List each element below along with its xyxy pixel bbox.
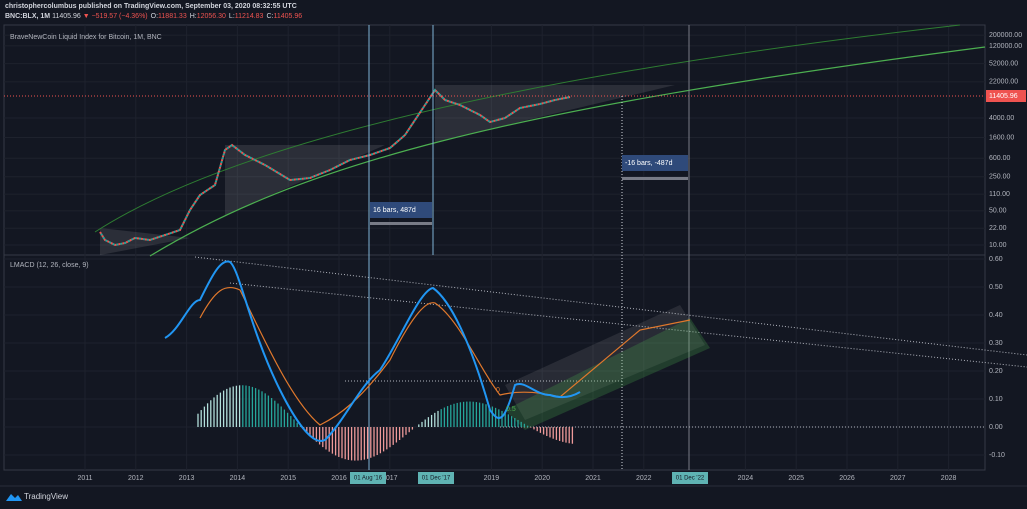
time-marker-box [418, 472, 454, 484]
price-axis-label: 110.00 [989, 191, 1010, 198]
fib-label: 0 [496, 387, 500, 394]
triangle-pattern [100, 228, 190, 255]
macd-axis-label: 0.60 [989, 256, 1003, 263]
change: ▼ −519.57 (−4.36%) [83, 13, 148, 20]
ohlc-label: C: [266, 13, 273, 20]
price-axis-label: 200000.00 [989, 32, 1022, 39]
price-candles [99, 88, 571, 247]
price-axis-label: 22.00 [989, 225, 1007, 232]
last-price-tag [986, 90, 1026, 102]
time-axis-label: 2021 [585, 475, 601, 482]
brand: TradingView [24, 492, 68, 501]
time-axis-label: 2027 [890, 475, 906, 482]
time-marker-box [672, 472, 708, 484]
last: 11405.96 [52, 13, 81, 20]
time-axis-label: 2016 [331, 475, 347, 482]
range-bar [622, 177, 688, 180]
macd-axis-label: 0.00 [989, 424, 1003, 431]
time-axis-label: 2017 [382, 475, 398, 482]
price-axis-label: 50.00 [989, 208, 1007, 215]
last-price-label: 11405.96 [989, 93, 1018, 100]
logo [6, 494, 22, 501]
ohlc-value: 12056.30 [197, 13, 226, 20]
ohlc-value: 11405.96 [273, 13, 302, 20]
annotation-box [622, 155, 688, 171]
time-axis-label: 2015 [280, 475, 296, 482]
time-axis-label: 2025 [788, 475, 804, 482]
publisher-line: christophercolumbus published on Trading… [5, 3, 297, 10]
time-axis-label: 2024 [738, 475, 754, 482]
ohlc-label: L: [229, 13, 235, 20]
time-marker: 01 Dec '22 [676, 476, 705, 482]
annotation-box [370, 202, 432, 218]
price-axis-label: 10.00 [989, 242, 1007, 249]
macd-axis-label: 0.50 [989, 284, 1003, 291]
price-axis-label: 4000.00 [989, 115, 1014, 122]
time-axis-label: 2013 [179, 475, 195, 482]
price-axis-label: 120000.00 [989, 43, 1022, 50]
time-axis-label: 2014 [230, 475, 246, 482]
ohlc-label: O: [151, 13, 158, 20]
channel [505, 318, 710, 430]
time-axis-label: 2020 [534, 475, 550, 482]
time-marker: 01 Dec '17 [422, 476, 451, 482]
price-axis-label: 600.00 [989, 155, 1011, 162]
ohlc: O:11881.33 H:12056.30 L:11214.83 C:11405.96 [151, 13, 303, 20]
time-marker: 01 Aug '16 [354, 476, 383, 482]
time-axis-label: 2019 [484, 475, 500, 482]
channel [505, 305, 705, 420]
price-axis-label: 52000.00 [989, 61, 1018, 68]
annotation: -16 bars, -487d [625, 160, 673, 167]
symbol: BNC:BLX, 1M [5, 13, 50, 20]
macd-axis-label: 0.10 [989, 396, 1003, 403]
ohlc-value: 11881.33 [158, 13, 187, 20]
macd-axis-label: 0.20 [989, 368, 1003, 375]
time-axis-label: 2012 [128, 475, 144, 482]
macd-axis-label: 0.40 [989, 312, 1003, 319]
symbol-line: BNC:BLX, 1M 11405.96 ▼ −519.57 (−4.36%) O… [5, 13, 302, 20]
time-axis-label: 2022 [636, 475, 652, 482]
ohlc-value: 11214.83 [235, 13, 264, 20]
price-pane-title: BraveNewCoin Liquid Index for Bitcoin, 1… [10, 34, 162, 41]
time-axis-label: 2026 [839, 475, 855, 482]
macd-axis-label: 0.30 [989, 340, 1003, 347]
ohlc-label: H: [190, 13, 197, 20]
support-curve [149, 46, 986, 257]
annotation: 16 bars, 487d [373, 207, 416, 214]
range-bar [370, 222, 432, 225]
macd-line [164, 260, 581, 442]
time-marker-box [350, 472, 386, 484]
price-candles [99, 88, 571, 247]
macd-pane-title: LMACD (12, 26, close, 9) [10, 262, 89, 269]
price-axis-label: 250.00 [989, 174, 1011, 181]
time-axis-label: 2028 [941, 475, 957, 482]
macd-axis-label: -0.10 [989, 452, 1005, 459]
price-axis-label: 1600.00 [989, 134, 1014, 141]
price-axis-label: 22000.00 [989, 79, 1018, 86]
fib-label: 0.5 [506, 406, 516, 413]
outer-curve [94, 24, 961, 233]
time-axis-label: 2011 [77, 475, 92, 482]
histogram [197, 385, 574, 461]
